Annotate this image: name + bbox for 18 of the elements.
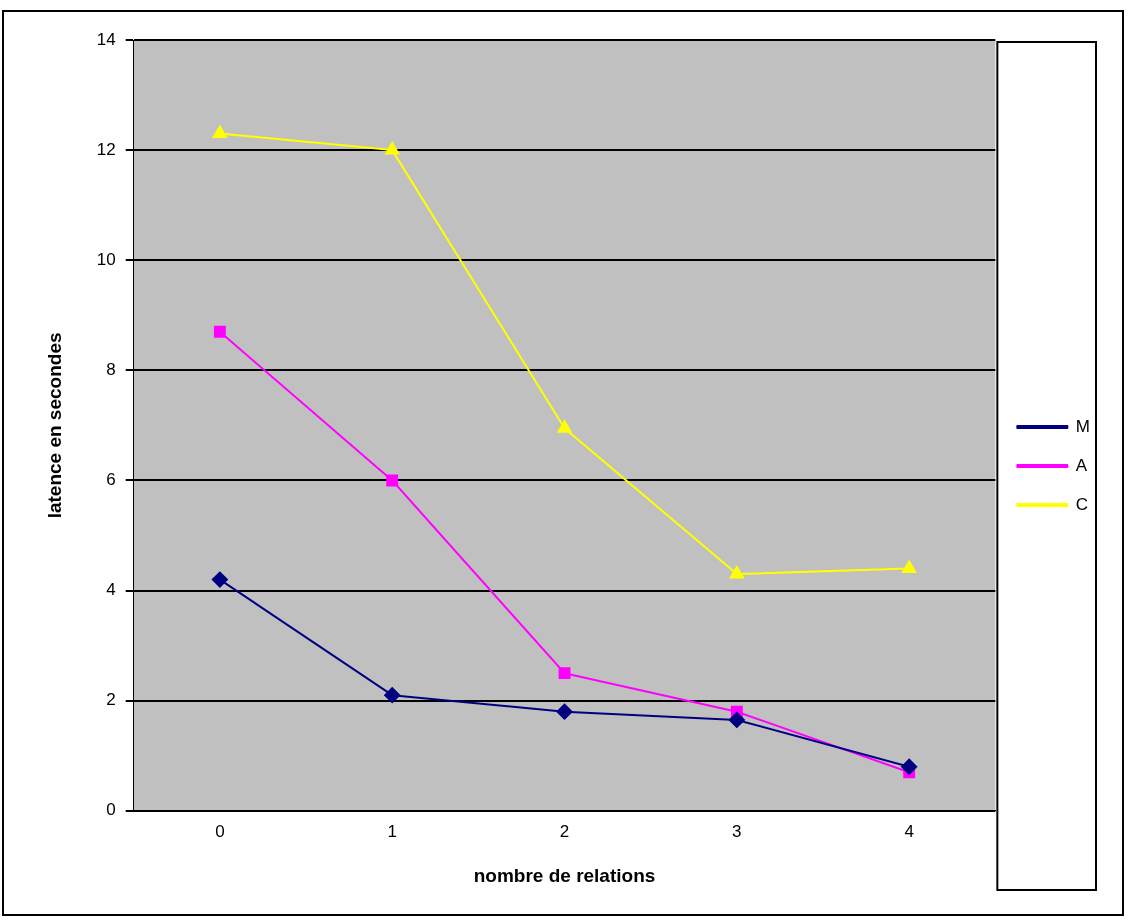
x-axis-title: nombre de relations <box>473 864 656 886</box>
y-tick-label: 12 <box>96 139 116 159</box>
y-tick-label: 8 <box>106 360 116 380</box>
legend-label: M <box>1075 416 1091 436</box>
y-tick-label: 14 <box>96 29 116 49</box>
legend-label: C <box>1075 494 1089 514</box>
y-axis-title: latence en secondes <box>43 332 65 519</box>
x-tick-label: 0 <box>215 821 225 841</box>
y-tick-label: 2 <box>106 690 116 710</box>
y-tick-label: 0 <box>106 800 116 820</box>
x-tick-label: 2 <box>559 821 570 841</box>
x-tick-label: 3 <box>732 821 742 841</box>
x-tick-label: 1 <box>387 821 397 841</box>
y-tick-label: 10 <box>96 249 116 269</box>
legend-label: A <box>1075 455 1088 475</box>
y-tick-label: 6 <box>106 470 116 490</box>
x-tick-label: 4 <box>904 821 914 841</box>
y-tick-label: 4 <box>106 580 116 600</box>
